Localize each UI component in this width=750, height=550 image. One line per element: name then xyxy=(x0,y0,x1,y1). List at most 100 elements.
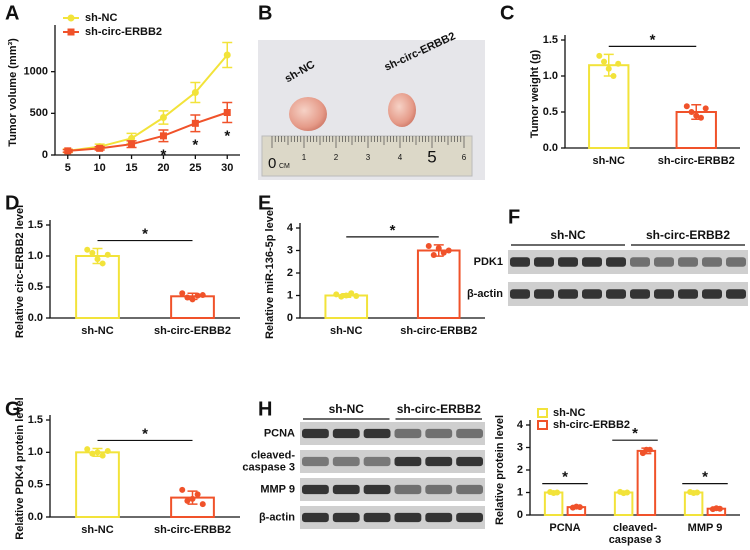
marker xyxy=(128,140,136,148)
data-point xyxy=(99,260,106,267)
y-axis-label: Relative miR-136-5p level xyxy=(264,207,276,339)
data-point xyxy=(99,452,106,459)
data-point xyxy=(94,449,101,456)
blot-band xyxy=(363,484,391,495)
data-point xyxy=(605,65,612,72)
data-point xyxy=(84,446,91,453)
y-tick-label: 0.5 xyxy=(543,106,558,118)
blot-band xyxy=(456,484,483,495)
blot-band xyxy=(726,257,746,267)
y-tick-label: 2 xyxy=(287,267,293,279)
x-tick-label: sh-NC xyxy=(81,524,113,536)
y-axis-label: Relative circ-ERBB2 level xyxy=(14,205,26,338)
data-point xyxy=(615,60,622,67)
data-point xyxy=(189,495,196,502)
panel-label: C xyxy=(500,2,514,24)
x-tick-label: sh-circ-ERBB2 xyxy=(400,325,477,337)
ruler-mark: 5 xyxy=(427,147,436,166)
x-tick-label: 10 xyxy=(94,162,106,174)
data-point xyxy=(610,73,617,79)
panel-label: B xyxy=(258,2,272,24)
blot-row-label: β-actin xyxy=(259,511,295,523)
blot-band xyxy=(654,289,674,299)
ruler-unit: CM xyxy=(279,163,290,170)
blot-band xyxy=(558,289,578,299)
blot-band xyxy=(302,512,329,523)
significance: * xyxy=(390,222,396,239)
blot-band xyxy=(332,428,360,439)
data-point xyxy=(104,448,111,455)
blot-band xyxy=(582,289,602,299)
blot-band xyxy=(332,456,360,467)
blot-band xyxy=(456,456,483,467)
data-point xyxy=(179,486,186,493)
axis xyxy=(54,25,240,156)
blot-row-label: cleaved-caspase 3 xyxy=(242,449,295,473)
blot-group: sh-NC xyxy=(329,402,365,416)
significance: * xyxy=(142,226,148,243)
blot-strip xyxy=(300,506,485,529)
bar xyxy=(636,449,657,516)
annotation: * xyxy=(192,137,198,154)
y-axis-label: Relative protein level xyxy=(494,415,506,525)
data-point xyxy=(199,292,206,299)
panel-label: D xyxy=(5,192,19,214)
blot-group: sh-NC xyxy=(550,228,586,242)
ruler-zero: 0 xyxy=(268,155,276,172)
marker xyxy=(159,132,167,140)
data-point xyxy=(333,291,340,298)
ruler-mark: 1 xyxy=(302,153,307,162)
data-point xyxy=(348,290,355,297)
data-point xyxy=(646,446,653,453)
blot-row-label: PDK1 xyxy=(474,256,503,268)
blot-row-label: β-actin xyxy=(467,288,503,300)
y-tick-label: 0.0 xyxy=(543,142,558,154)
marker xyxy=(64,147,72,155)
ruler-mark: 2 xyxy=(334,153,339,162)
ruler-mark: 4 xyxy=(398,153,403,162)
significance: * xyxy=(632,425,638,442)
blot-band xyxy=(534,257,554,267)
data-point xyxy=(716,505,723,512)
legend-label: sh-NC xyxy=(553,407,585,419)
data-point xyxy=(343,292,350,299)
x-tick-label: MMP 9 xyxy=(688,522,723,534)
data-point xyxy=(179,290,186,297)
blot-band xyxy=(456,512,483,523)
data-point xyxy=(425,243,432,249)
ruler xyxy=(261,135,473,177)
panel-label: F xyxy=(508,206,520,228)
significance: * xyxy=(702,469,708,486)
blot-row-label: MMP 9 xyxy=(260,483,295,495)
blot-band xyxy=(654,257,674,267)
blot-strip xyxy=(300,422,485,445)
ruler-mark: 6 xyxy=(462,153,467,162)
x-tick-label: sh-circ-ERBB2 xyxy=(154,524,231,536)
y-axis-label: Tumor weight (g) xyxy=(529,49,541,138)
y-tick-label: 0.5 xyxy=(28,479,43,491)
blot-band xyxy=(425,456,453,467)
blot-band xyxy=(630,289,650,299)
blot-band xyxy=(332,512,360,523)
annotation: * xyxy=(224,127,230,144)
y-tick-label: 0.5 xyxy=(28,281,43,293)
blot-band xyxy=(394,428,422,439)
data-point xyxy=(601,58,608,65)
significance: * xyxy=(562,469,568,486)
series-line xyxy=(67,111,228,152)
marker xyxy=(191,89,199,96)
legend-marker xyxy=(67,28,75,36)
y-axis-label: Tumor volume (mm³) xyxy=(7,38,19,147)
data-point xyxy=(194,292,201,299)
blot-band xyxy=(394,456,422,467)
x-tick-label: sh-NC xyxy=(330,325,362,337)
y-tick-label: 1.5 xyxy=(28,219,43,231)
bar xyxy=(75,255,120,319)
blot-band xyxy=(678,257,698,267)
data-point xyxy=(624,489,631,496)
blot-band xyxy=(702,257,722,267)
series-line xyxy=(67,54,229,152)
axis xyxy=(564,35,740,149)
y-tick-label: 3 xyxy=(287,244,293,256)
